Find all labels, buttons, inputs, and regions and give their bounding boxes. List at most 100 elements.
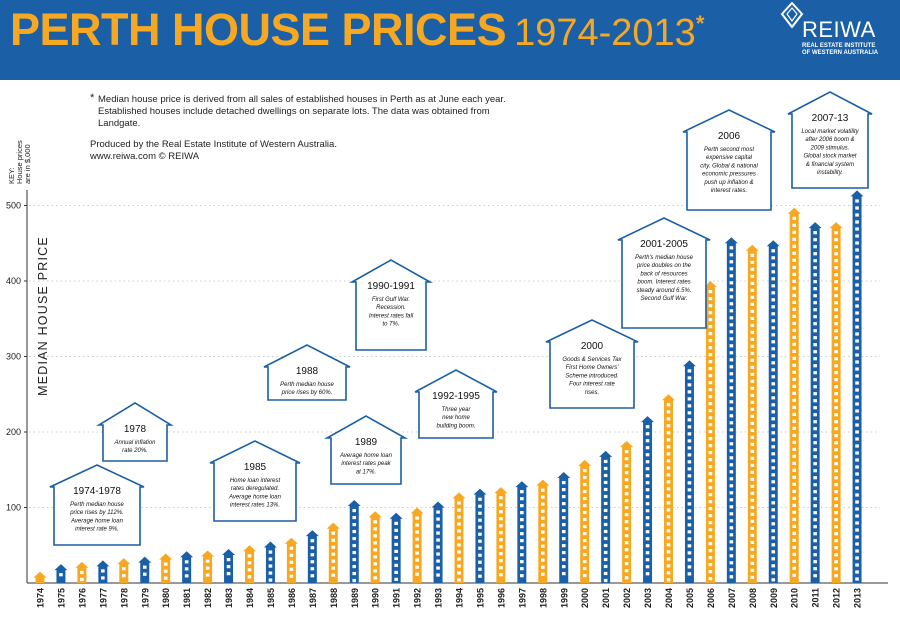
bar-window (582, 524, 587, 529)
bar-window (645, 481, 650, 485)
bar-window (813, 518, 817, 522)
bar-window (813, 273, 817, 277)
bar-roof (201, 550, 215, 557)
bar-window (834, 322, 838, 326)
bar-window (687, 425, 692, 429)
bar-window (687, 369, 692, 373)
bar-window (226, 572, 231, 576)
bar-window (582, 517, 587, 522)
bar-window (394, 549, 398, 553)
bar-window (792, 272, 796, 276)
bar-window (834, 308, 838, 312)
bar-window (729, 267, 734, 271)
bar-window (771, 445, 776, 449)
bar-window (541, 502, 545, 506)
bar-window (855, 521, 859, 525)
callout-title: 1978 (124, 424, 147, 435)
callout-line: First Gulf War. (372, 297, 410, 303)
bar-window (729, 400, 734, 404)
bar-window (834, 280, 838, 284)
bar-window (603, 564, 608, 569)
callout-outline (96, 402, 174, 462)
callout-title: 1988 (296, 366, 319, 377)
bar-window (645, 425, 650, 429)
bar-window (729, 575, 734, 579)
callout-line: rate 20%. (122, 448, 148, 454)
callout-title: 2006 (718, 131, 741, 142)
bar-window (457, 550, 461, 554)
bar-roof (243, 545, 256, 552)
bar-body (601, 456, 611, 583)
y-axis-title: MEDIAN HOUSE PRICE (36, 236, 50, 396)
bar-window (289, 560, 294, 564)
bar-window (415, 523, 419, 527)
bar-window (771, 438, 776, 442)
bar-roof (745, 244, 759, 251)
bar-window (750, 561, 755, 565)
bar-window (708, 556, 713, 560)
note-asterisk: * (90, 92, 95, 104)
bar-window (750, 477, 755, 481)
callout-outline (414, 369, 498, 439)
bar-window (666, 557, 671, 561)
bar-window (457, 571, 461, 575)
bar-window (561, 523, 566, 527)
bar-window (603, 557, 608, 562)
bar-window (373, 527, 377, 531)
callout-2001-2005: 2001-2005 Perth's median house price doubl… (617, 217, 711, 329)
callout-line: interest rates. (711, 188, 747, 194)
bar-window (687, 383, 692, 387)
bar-window (582, 482, 587, 487)
bar-window (331, 559, 336, 563)
bar-window (834, 476, 838, 480)
bar-2011 (808, 222, 822, 584)
bar-window (771, 277, 776, 281)
bar-window (59, 573, 63, 577)
bar-window (687, 411, 692, 415)
bar-1990 (368, 511, 382, 583)
callout-line: new home (442, 415, 470, 421)
bar-window (750, 540, 755, 544)
bar-window (729, 337, 734, 341)
bar-window (813, 399, 817, 403)
bar-window (834, 434, 838, 438)
bar-window (708, 486, 713, 490)
callout-line: Global stock market (803, 154, 856, 160)
bar-window (750, 253, 755, 257)
bar-window (708, 430, 713, 434)
bar-roof (138, 556, 152, 563)
bar-window (855, 409, 859, 413)
bar-window (834, 371, 838, 375)
bar-window (415, 551, 419, 555)
bar-window (499, 552, 503, 556)
bar-window (499, 566, 503, 570)
bar-window (834, 329, 838, 333)
bar-window (855, 500, 859, 504)
bar-window (771, 382, 776, 386)
bar-window (750, 463, 755, 467)
bar-window (394, 542, 398, 546)
bar-body (119, 563, 129, 583)
bar-window (834, 385, 838, 389)
bar-window (813, 315, 817, 319)
bar-body (831, 227, 841, 584)
bar-window (813, 392, 817, 396)
bar-window (750, 428, 755, 432)
bar-window (499, 524, 503, 528)
bar-2005 (682, 360, 696, 583)
bar-window (729, 463, 734, 467)
bar-body (412, 513, 422, 583)
bar-window (750, 323, 755, 327)
bar-window (666, 522, 671, 526)
bar-window (666, 452, 671, 456)
bar-window (708, 409, 713, 413)
bar-window (771, 319, 776, 323)
bar-window (792, 335, 796, 339)
bar-window (708, 402, 713, 406)
bar-window (268, 564, 273, 568)
bar-window (184, 560, 189, 564)
bar-window (687, 565, 692, 569)
x-tick-label: 1992 (413, 588, 423, 608)
bar-window (666, 501, 671, 505)
bar-window (834, 525, 838, 529)
